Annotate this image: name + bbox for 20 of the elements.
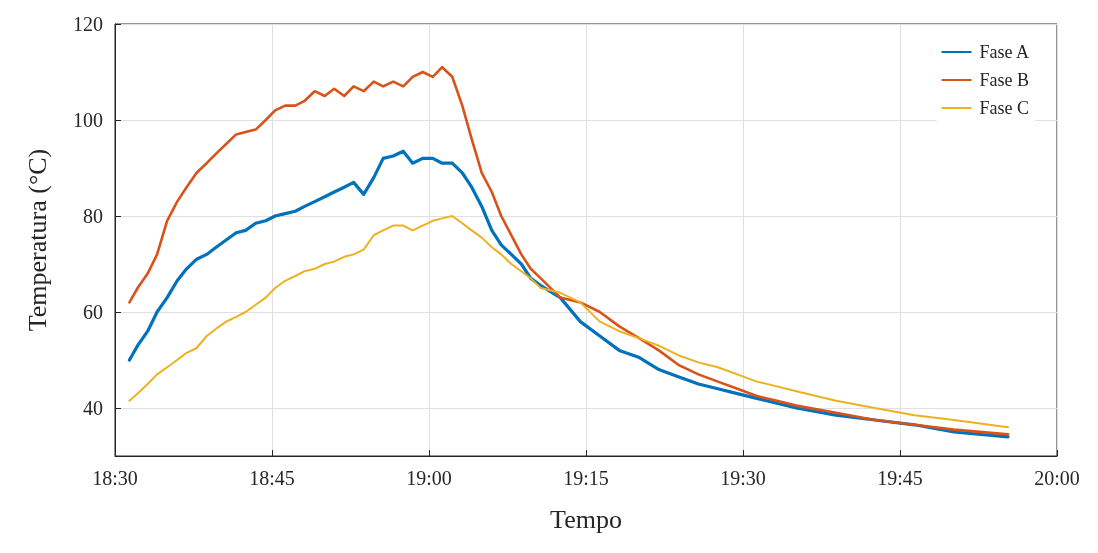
y-tick-label: 40 [83,397,103,419]
x-tick-label: 19:45 [877,467,923,489]
x-tick-label: 18:30 [92,467,138,489]
x-tick-label: 18:45 [249,467,295,489]
y-tick-label: 80 [83,205,103,227]
legend-label: Fase A [979,42,1030,62]
line-series [128,65,1010,436]
x-axis-title: Tempo [550,504,622,534]
y-tick-label: 100 [73,109,103,131]
line-series [128,215,1010,429]
y-tick-label: 120 [73,13,103,35]
y-tick-label: 60 [83,301,103,323]
x-tick-label: 20:00 [1034,467,1080,489]
x-tick-label: 19:00 [406,467,452,489]
legend-label: Fase C [979,98,1030,118]
y-axis-title: Temperatura (°C) [22,148,52,332]
x-tick-label: 19:30 [720,467,766,489]
x-tick-label: 19:15 [563,467,609,489]
line-series [127,149,1010,439]
legend-label: Fase B [979,70,1030,90]
